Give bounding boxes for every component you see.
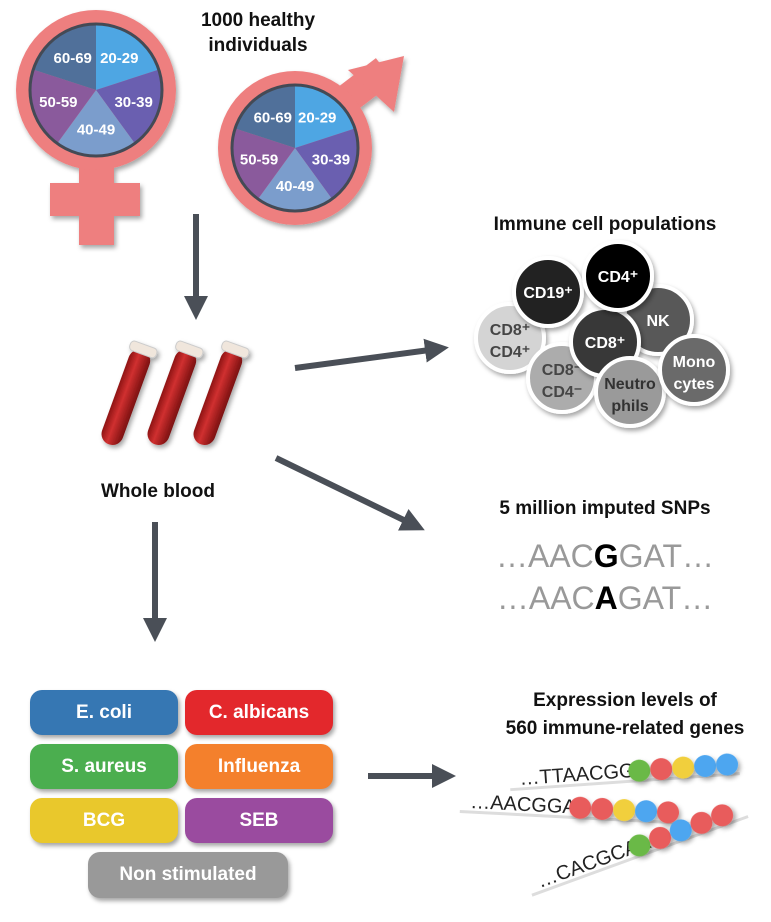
stimulus-seb: SEB [185, 798, 333, 843]
snp-seq2-prefix: …AAC [497, 580, 595, 616]
female-age-label: 60-69 [54, 50, 92, 67]
male-age-label: 60-69 [254, 109, 292, 126]
immune-cell: Neutro phils [594, 356, 666, 428]
snp-sequence-1: …AACGGAT… [496, 538, 714, 574]
stimulus-non-stimulated: Non stimulated [88, 852, 288, 898]
immune-cell: CD19⁺ [512, 256, 584, 328]
cohort-title-line1: 1000 healthy [201, 10, 315, 31]
female-slice-50-59 [30, 69, 96, 144]
expression-bead [628, 759, 651, 782]
cell-label: NK [646, 313, 670, 330]
cell-label: Mono [673, 354, 716, 371]
male-age-pie: 20-29 30-39 40-49 50-59 60-69 [230, 83, 360, 213]
strand-sequence: …TTAACGG [519, 760, 635, 790]
expression-bead [635, 800, 658, 823]
expression-strands: …TTAACGG…AACGGAT…CACGCAA [459, 753, 749, 897]
male-slice-20-29 [295, 85, 355, 148]
strand-sequence: …AACGGAT [470, 791, 587, 819]
expression-bead [716, 753, 739, 776]
cell-label: CD4⁺ [490, 344, 530, 361]
male-age-label: 50-59 [240, 152, 278, 169]
expression-bead [672, 756, 695, 779]
snps-title: 5 million imputed SNPs [499, 498, 710, 519]
gene-strand: …TTAACGG [510, 753, 740, 792]
male-age-label: 30-39 [312, 152, 350, 169]
snp-seq1-prefix: …AAC [496, 538, 594, 574]
snp-seq1-suffix: GAT… [619, 538, 714, 574]
female-slice-60-69 [33, 24, 96, 90]
male-age-label: 20-29 [298, 109, 336, 126]
male-slice-40-49 [257, 148, 333, 211]
cell-label: CD4⁺ [598, 269, 638, 286]
expression-bead [711, 804, 734, 827]
male-slice-60-69 [235, 85, 295, 148]
cell-label: CD8⁻ [542, 362, 582, 379]
expression-bead [669, 819, 692, 842]
cohort-title-line2: individuals [208, 35, 307, 56]
female-slice-30-39 [96, 69, 162, 144]
female-slice-20-29 [96, 24, 159, 90]
female-age-label: 20-29 [100, 50, 138, 67]
stimulus-bcg: BCG [30, 798, 178, 843]
female-age-label: 40-49 [77, 122, 115, 139]
cell-label: CD19⁺ [523, 285, 572, 302]
cell-label: phils [611, 398, 648, 415]
male-slice-50-59 [232, 128, 295, 199]
expression-bead [650, 758, 673, 781]
cell-label: Neutro [604, 376, 656, 393]
arrow-blood-to-snps [274, 455, 425, 531]
female-age-label: 30-39 [114, 94, 152, 111]
stimulus-e-coli: E. coli [30, 690, 178, 735]
stimulus-influenza: Influenza [185, 744, 333, 789]
stimulus-s-aureus: S. aureus [30, 744, 178, 789]
expression-bead [569, 796, 592, 819]
expression-title-line2: 560 immune-related genes [506, 718, 745, 739]
expression-bead [628, 834, 651, 857]
expression-bead [649, 826, 672, 849]
cells-title: Immune cell populations [494, 214, 717, 235]
expression-bead [690, 811, 713, 834]
expression-title-line1: Expression levels of [533, 690, 717, 711]
cell-label: CD8⁺ [585, 335, 625, 352]
male-pie-border [230, 83, 360, 213]
expression-bead [591, 797, 614, 820]
whole-blood-label: Whole blood [101, 481, 215, 502]
blood-tubes-icon [101, 340, 250, 445]
female-slice-40-49 [57, 90, 135, 157]
snp-sequence-2: …AACAGAT… [497, 580, 713, 616]
arrow-blood-to-cells [294, 338, 449, 371]
cell-label: cytes [674, 376, 715, 393]
female-pie-border [28, 22, 164, 158]
expression-bead [694, 755, 717, 778]
expression-bead [657, 801, 680, 824]
female-age-label: 50-59 [39, 94, 77, 111]
cell-label: CD4⁻ [542, 384, 582, 401]
immune-cell: Mono cytes [658, 334, 730, 406]
gene-strand: …AACGGAT [459, 791, 690, 826]
snp-seq2-suffix: GAT… [618, 580, 713, 616]
snp-allele-1: G [594, 538, 619, 574]
stimulus-c-albicans: C. albicans [185, 690, 333, 735]
immune-cell: CD4⁺ [582, 240, 654, 312]
male-slice-30-39 [295, 128, 358, 199]
cell-label: CD8⁺ [490, 322, 530, 339]
immune-cell-cluster: CD8⁺ CD4⁺ CD8⁻ CD4⁻ CD19⁺ NK CD8⁺ CD4⁺ Neutro phi… [474, 240, 730, 428]
male-age-label: 40-49 [276, 178, 314, 195]
expression-bead [613, 799, 636, 822]
snp-allele-2: A [595, 580, 618, 616]
